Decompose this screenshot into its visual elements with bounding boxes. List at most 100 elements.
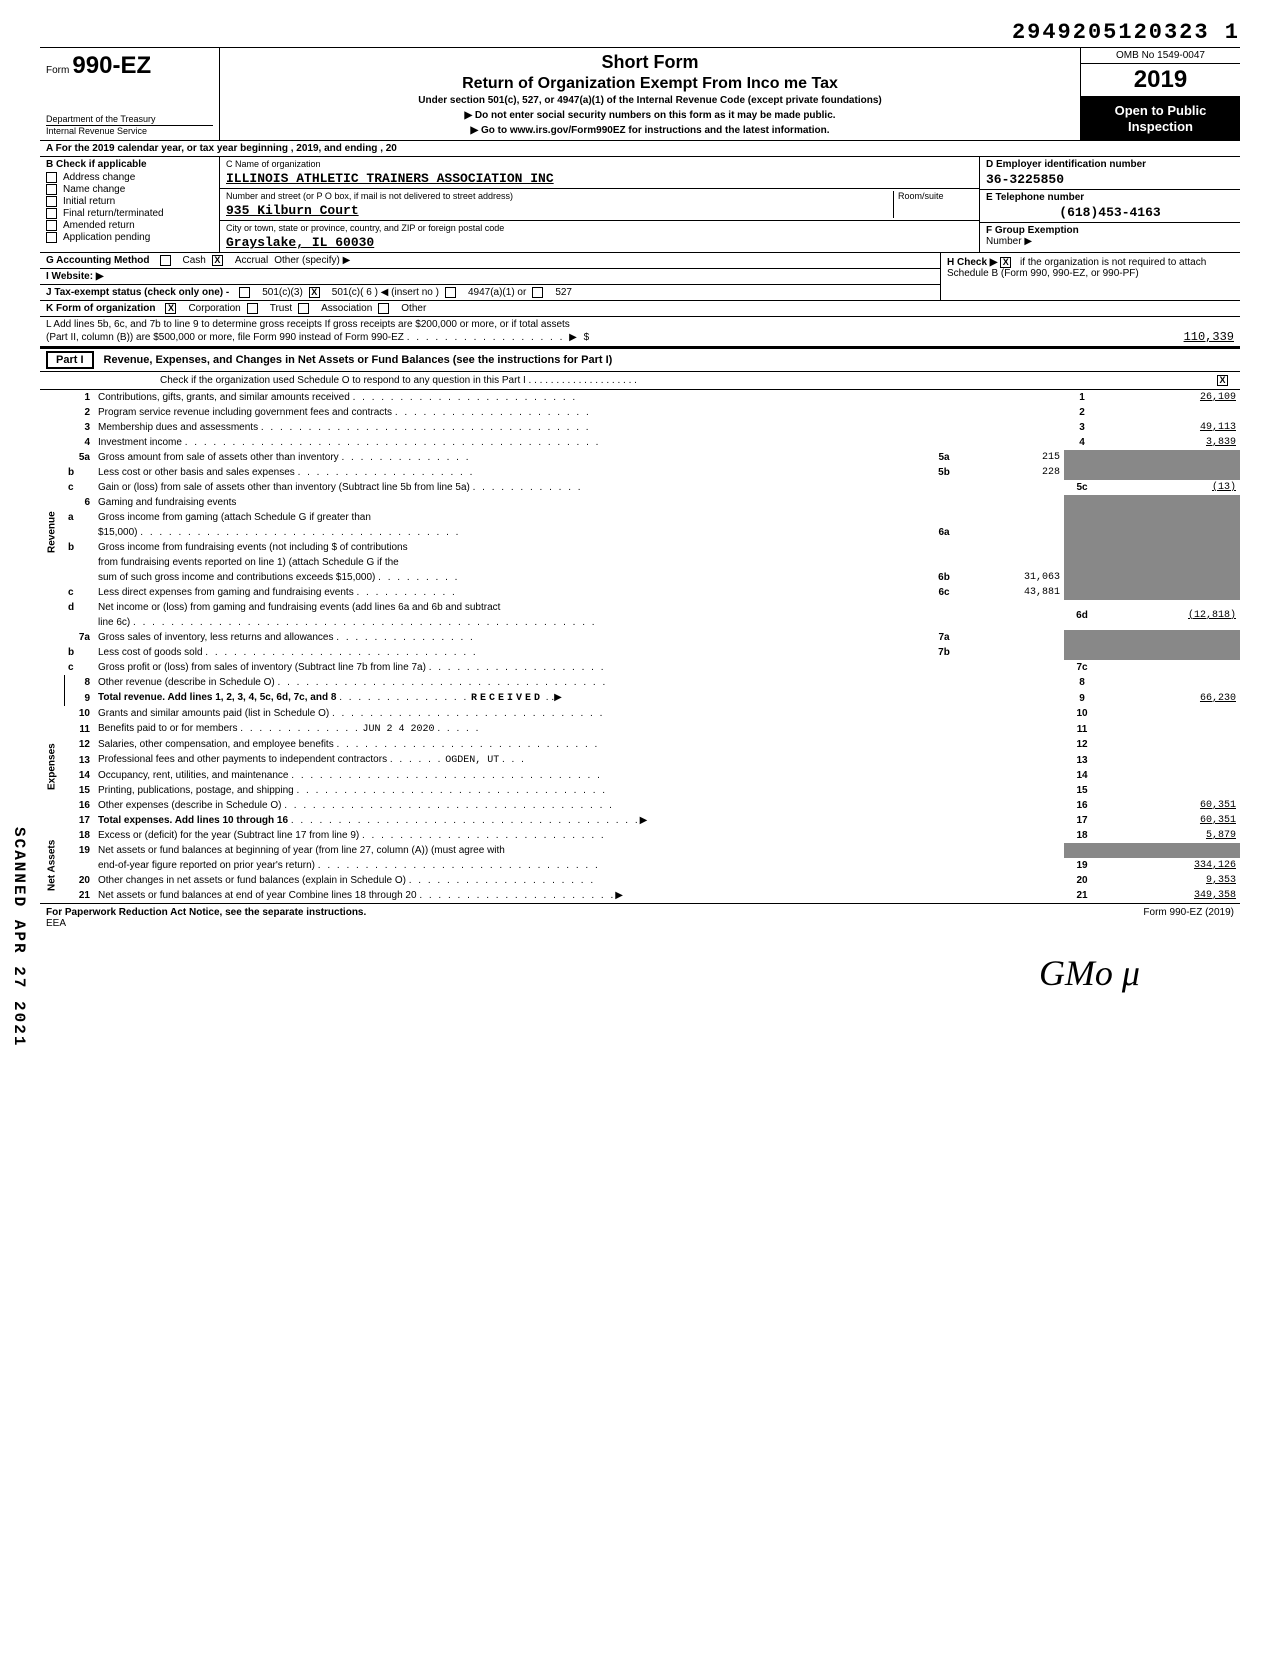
cb-h-check[interactable]: X [1000, 257, 1011, 268]
ln-9-box: 9 [1064, 690, 1100, 706]
ln-3-val: 49,113 [1100, 420, 1240, 435]
lbl-4947: 4947(a)(1) or [468, 287, 526, 298]
stamp-loc: OGDEN, UT [445, 755, 499, 766]
cb-association[interactable] [298, 303, 309, 314]
ln-4-no: 4 [64, 435, 94, 450]
ln-6a-no: a [64, 510, 94, 525]
ln-21-no: 21 [64, 888, 94, 903]
ln-6a-desc2: $15,000) [98, 527, 137, 538]
ln-3-desc: Membership dues and assessments [98, 422, 258, 433]
cb-initial-return[interactable] [46, 196, 57, 207]
ln-5c-val: (13) [1100, 480, 1240, 495]
ln-13-no: 13 [64, 752, 94, 768]
sidebar-revenue: Revenue [40, 390, 64, 675]
ln-21-val: 349,358 [1100, 888, 1240, 903]
cb-cash[interactable] [160, 255, 171, 266]
ln-16-val: 60,351 [1100, 798, 1240, 813]
col-de: D Employer identification number 36-3225… [980, 157, 1240, 252]
ln-11-box: 11 [1064, 721, 1100, 737]
ln-9-desc: Total revenue. Add lines 1, 2, 3, 4, 5c,… [98, 692, 336, 703]
ln-6-rshade [1100, 495, 1240, 510]
ln-2-no: 2 [64, 405, 94, 420]
form-number: 990-EZ [72, 52, 151, 79]
signature: GMo μ [40, 952, 1240, 994]
ln-13-box: 13 [1064, 752, 1100, 768]
ln-20-val: 9,353 [1100, 873, 1240, 888]
cb-name-change[interactable] [46, 184, 57, 195]
lbl-trust: Trust [270, 303, 292, 314]
ln-14-box: 14 [1064, 768, 1100, 783]
ln-1-box: 1 [1064, 390, 1100, 405]
lbl-final-return: Final return/terminated [63, 208, 164, 219]
ln-7a-mval [964, 630, 1064, 645]
form-prefix: Form [46, 65, 69, 76]
ln-19-no: 19 [64, 843, 94, 858]
ln-5c-box: 5c [1064, 480, 1100, 495]
cb-501c3[interactable] [239, 287, 250, 298]
cb-corporation[interactable]: X [165, 303, 176, 314]
ln-8-desc: Other revenue (describe in Schedule O) [98, 677, 275, 688]
ln-18-val: 5,879 [1100, 828, 1240, 843]
cb-501c[interactable]: X [309, 287, 320, 298]
cb-accrual[interactable]: X [212, 255, 223, 266]
ln-6d-box: 6d [1064, 600, 1100, 630]
cb-527[interactable] [532, 287, 543, 298]
cb-trust[interactable] [247, 303, 258, 314]
part1-label: Part I [46, 351, 94, 369]
dept-treasury: Department of the Treasury [46, 114, 213, 124]
cb-address-change[interactable] [46, 172, 57, 183]
arrow-url: ▶ Go to www.irs.gov/Form990EZ for instru… [228, 125, 1072, 136]
ln-11-desc: Benefits paid to or for members [98, 723, 238, 734]
page-footer: For Paperwork Reduction Act Notice, see … [40, 903, 1240, 932]
c-room-label: Room/suite [898, 191, 973, 201]
ln-14-val [1100, 768, 1240, 783]
part1-header: Part I Revenue, Expenses, and Changes in… [40, 347, 1240, 372]
lbl-application-pending: Application pending [63, 232, 150, 243]
lbl-name-change: Name change [63, 184, 125, 195]
cb-other-org[interactable] [378, 303, 389, 314]
g-label: G Accounting Method [46, 255, 150, 266]
ln-6b-no: b [64, 540, 94, 555]
ln-3-box: 3 [1064, 420, 1100, 435]
ln-7b-mbox: 7b [924, 645, 964, 660]
omb-number: OMB No 1549-0047 [1081, 48, 1240, 64]
ln-4-val: 3,839 [1100, 435, 1240, 450]
ln-21-desc: Net assets or fund balances at end of ye… [98, 890, 417, 901]
ln-16-no: 16 [64, 798, 94, 813]
ln-6c-desc: Less direct expenses from gaming and fun… [98, 587, 354, 598]
ln-5a-no: 5a [64, 450, 94, 465]
ln-6b-desc2: from fundraising events reported on line… [94, 555, 1064, 570]
footer-eea: EEA [46, 918, 66, 929]
open-line2: Inspection [1128, 119, 1193, 134]
ln-11-no: 11 [64, 721, 94, 737]
b-header: B Check if applicable [46, 159, 213, 170]
ln-5a-shade [1064, 450, 1100, 465]
lbl-other-method: Other (specify) ▶ [274, 255, 350, 266]
ln-5b-mbox: 5b [924, 465, 964, 480]
cb-amended-return[interactable] [46, 220, 57, 231]
ln-12-box: 12 [1064, 737, 1100, 752]
k-label: K Form of organization [46, 303, 155, 314]
c-name-label: C Name of organization [226, 159, 973, 169]
ln-7b-mval [964, 645, 1064, 660]
ln-14-desc: Occupancy, rent, utilities, and maintena… [98, 770, 288, 781]
lbl-501c3: 501(c)(3) [262, 287, 303, 298]
ln-6c-mbox: 6c [924, 585, 964, 600]
cb-final-return[interactable] [46, 208, 57, 219]
ln-7a-desc: Gross sales of inventory, less returns a… [98, 632, 333, 643]
cb-application-pending[interactable] [46, 232, 57, 243]
ln-2-box: 2 [1064, 405, 1100, 420]
cb-4947[interactable] [445, 287, 456, 298]
ln-11-val [1100, 721, 1240, 737]
ln-10-desc: Grants and similar amounts paid (list in… [98, 708, 329, 719]
ln-15-box: 15 [1064, 783, 1100, 798]
ln-5b-desc: Less cost or other basis and sales expen… [98, 467, 295, 478]
ln-15-val [1100, 783, 1240, 798]
cb-sched-o[interactable]: X [1217, 375, 1228, 386]
ln-6b-desc3: sum of such gross income and contributio… [98, 572, 375, 583]
ln-7a-no: 7a [64, 630, 94, 645]
ln-16-desc: Other expenses (describe in Schedule O) [98, 800, 281, 811]
ln-6b-mbox: 6b [924, 570, 964, 585]
e-phone-value: (618)453-4163 [986, 205, 1234, 220]
header-right: OMB No 1549-0047 2019 Open to Public Ins… [1080, 48, 1240, 140]
